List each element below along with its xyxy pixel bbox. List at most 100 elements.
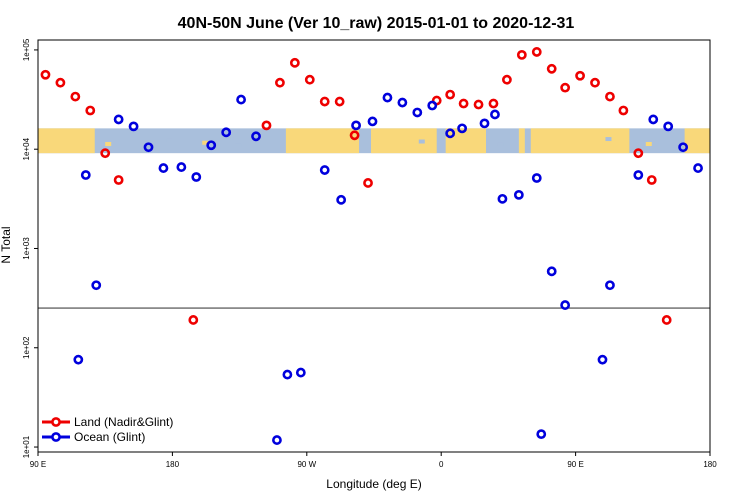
x-tick-label: 90 E (30, 460, 46, 469)
map-detail (497, 142, 504, 147)
ocean-point (73, 354, 84, 365)
map-strip (38, 128, 710, 154)
ocean-point (282, 369, 293, 380)
map-detail (645, 142, 652, 147)
map-detail (235, 143, 242, 148)
ocean-point (319, 165, 330, 175)
ocean-point (191, 172, 202, 182)
ocean-point (336, 194, 347, 205)
land-point (40, 69, 51, 80)
x-tick-label: 180 (703, 460, 717, 469)
land-point (546, 63, 557, 74)
land-point (363, 178, 373, 188)
land-point (70, 91, 81, 102)
ocean-point (597, 354, 608, 365)
ocean-point (490, 109, 500, 120)
ocean-point (536, 429, 547, 440)
ocean-point (497, 193, 508, 204)
map-detail (396, 135, 403, 140)
land-point (304, 74, 315, 85)
map-detail (418, 139, 425, 144)
map-detail (471, 134, 478, 139)
ocean-point (272, 435, 282, 445)
map-land-block (518, 128, 525, 154)
land-point (100, 148, 111, 159)
map-land-block (684, 128, 710, 154)
x-tick-label: 0 (439, 460, 444, 469)
land-point (575, 70, 585, 81)
land-point (560, 82, 571, 93)
land-point (445, 89, 456, 100)
y-tick-label: 1e+05 (22, 38, 31, 61)
ocean-point (143, 142, 154, 153)
map-detail (166, 138, 173, 143)
ocean-point (295, 367, 306, 378)
ocean-point (513, 189, 524, 200)
land-point (618, 105, 629, 116)
land-point (334, 96, 345, 107)
land-point (319, 96, 330, 107)
y-tick-label: 1e+01 (22, 435, 31, 458)
ocean-point (457, 123, 468, 134)
x-tick-label: 90 W (297, 460, 316, 469)
land-point (275, 77, 285, 88)
ocean-point (91, 280, 102, 291)
series-ocean (73, 92, 703, 445)
map-detail (542, 140, 549, 145)
map-detail (202, 140, 209, 145)
land-point (55, 77, 66, 88)
legend-label: Ocean (Glint) (74, 430, 145, 444)
y-axis: 1e+01 1e+02 1e+03 1e+04 1e+05 (22, 38, 38, 458)
x-tick-label: 180 (166, 460, 180, 469)
ocean-point (382, 92, 393, 103)
map-land-block (371, 128, 437, 154)
ocean-point (693, 163, 703, 173)
land-point (646, 175, 657, 185)
land-point (633, 148, 644, 159)
x-tick-label: 90 E (567, 460, 583, 469)
ocean-point (531, 173, 542, 183)
land-point (661, 315, 672, 325)
map-land-block (38, 128, 95, 154)
ocean-point (648, 114, 659, 125)
ocean-point (113, 114, 124, 125)
ocean-point (633, 170, 644, 180)
y-tick-label: 1e+02 (22, 336, 31, 359)
land-point (458, 98, 469, 109)
ocean-point (236, 94, 246, 105)
map-land-block (445, 128, 486, 154)
x-axis: 90 E 180 90 W 0 90 E 180 (30, 452, 717, 469)
ocean-point (560, 300, 571, 310)
ocean-point (397, 97, 408, 108)
land-point (113, 175, 124, 185)
ocean-point (546, 266, 557, 277)
land-point (590, 77, 600, 88)
ocean-point (479, 118, 490, 129)
y-tick-label: 1e+03 (22, 237, 31, 260)
ocean-point (80, 170, 91, 180)
legend-label: Land (Nadir&Glint) (74, 415, 173, 429)
y-tick-label: 1e+04 (22, 137, 31, 160)
ocean-point (158, 163, 169, 173)
land-point (188, 315, 199, 325)
data-points (40, 47, 703, 445)
ocean-point (445, 128, 456, 139)
legend-marker (51, 432, 61, 442)
ocean-point (176, 162, 187, 172)
ocean-point (605, 280, 615, 291)
series-land (40, 47, 672, 325)
land-point (488, 98, 499, 109)
ocean-point (206, 140, 217, 151)
legend-marker (51, 417, 61, 427)
land-point (516, 49, 527, 60)
ocean-point (678, 142, 689, 153)
land-point (531, 47, 542, 57)
land-point (502, 74, 512, 85)
land-point (473, 99, 484, 110)
land-point (289, 57, 300, 68)
ocean-point (412, 107, 423, 118)
map-land-block (285, 128, 360, 154)
map-detail (105, 142, 112, 147)
plot-frame (37, 39, 711, 453)
